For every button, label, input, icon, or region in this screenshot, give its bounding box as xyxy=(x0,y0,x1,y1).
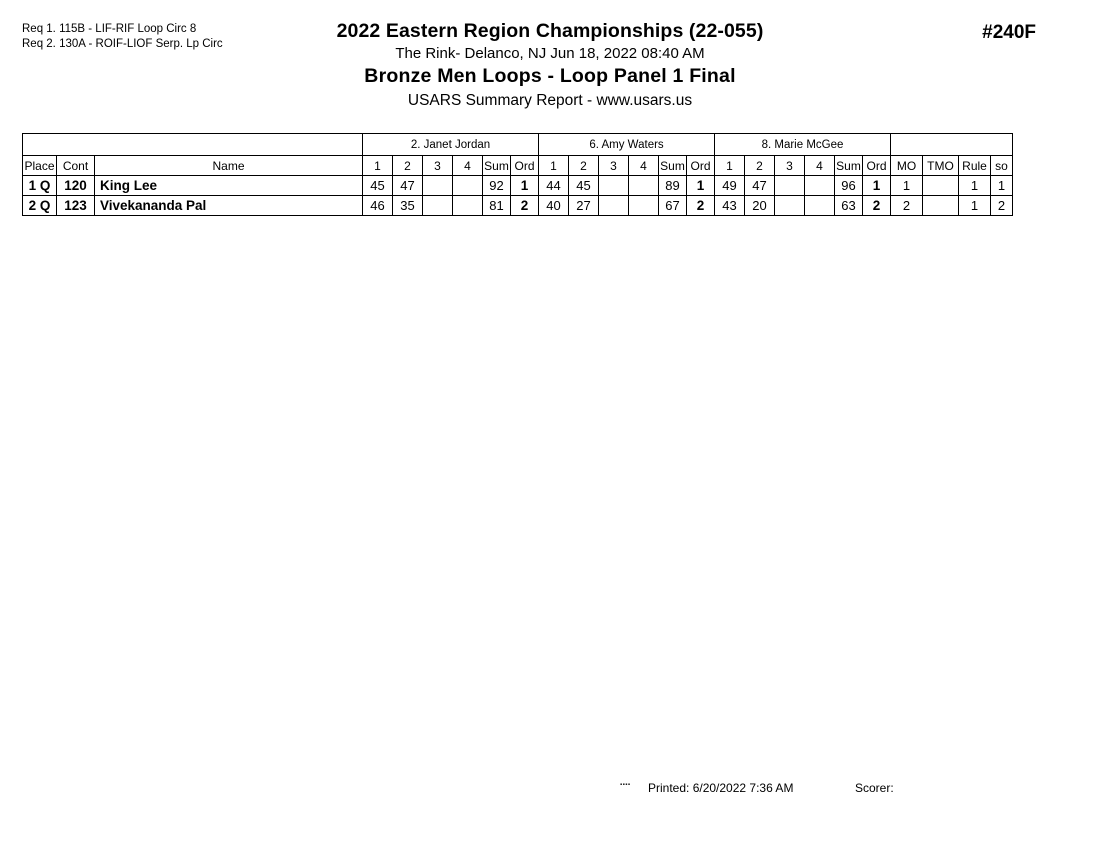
judge-header-row: 2. Janet Jordan 6. Amy Waters 8. Marie M… xyxy=(22,133,1013,156)
results-sheet: 2. Janet Jordan 6. Amy Waters 8. Marie M… xyxy=(22,133,1013,216)
cell-j1-mark-4 xyxy=(452,195,483,216)
cell-rule: 1 xyxy=(958,195,991,216)
col-j1-mark-2: 2 xyxy=(392,155,423,176)
cell-j3-mark-1: 49 xyxy=(714,175,745,196)
col-j1-mark-4: 4 xyxy=(452,155,483,176)
results-table: 2. Janet Jordan 6. Amy Waters 8. Marie M… xyxy=(22,133,1013,216)
col-j3-mark-4: 4 xyxy=(804,155,835,176)
cell-j3-mark-4 xyxy=(804,175,835,196)
judge-panel-3: 8. Marie McGee xyxy=(714,133,891,156)
col-rule: Rule xyxy=(958,155,991,176)
col-tmo: TMO xyxy=(922,155,959,176)
cell-j2-mark-4 xyxy=(628,195,659,216)
column-header-row: Place Cont Name 1 2 3 4 Sum Ord 1 2 3 4 … xyxy=(22,155,1013,176)
col-j2-mark-2: 2 xyxy=(568,155,599,176)
cell-j3-sum: 96 xyxy=(834,175,863,196)
cell-j1-sum: 81 xyxy=(482,195,511,216)
col-j2-mark-1: 1 xyxy=(538,155,569,176)
cell-j2-mark-4 xyxy=(628,175,659,196)
cell-j2-ord: 2 xyxy=(686,195,715,216)
cell-j1-mark-3 xyxy=(422,175,453,196)
cell-j2-mark-1: 44 xyxy=(538,175,569,196)
cell-so: 1 xyxy=(990,175,1013,196)
cell-cont: 123 xyxy=(56,195,95,216)
cell-rule: 1 xyxy=(958,175,991,196)
cell-j3-mark-3 xyxy=(774,195,805,216)
col-j3-ord: Ord xyxy=(862,155,891,176)
col-j3-mark-3: 3 xyxy=(774,155,805,176)
event-title: Bronze Men Loops - Loop Panel 1 Final xyxy=(364,65,736,87)
table-row: 2 Q 123 Vivekananda Pal 46 35 81 2 40 27… xyxy=(22,195,1013,216)
cell-j1-mark-2: 35 xyxy=(392,195,423,216)
cell-j1-mark-2: 47 xyxy=(392,175,423,196)
cell-j1-mark-1: 45 xyxy=(362,175,393,196)
cell-place: 2 Q xyxy=(22,195,57,216)
printed-stamp: Printed: 6/20/2022 7:36 AM xyxy=(648,781,794,795)
col-so: so xyxy=(990,155,1013,176)
cell-name: King Lee xyxy=(94,175,363,196)
cell-j3-mark-3 xyxy=(774,175,805,196)
requirement-line: Req 2. 130A - ROIF-LIOF Serp. Lp Circ xyxy=(22,38,223,50)
col-j1-ord: Ord xyxy=(510,155,539,176)
cell-j2-mark-3 xyxy=(598,175,629,196)
event-number: #240F xyxy=(982,22,1036,43)
col-j2-sum: Sum xyxy=(658,155,687,176)
requirement-line: Req 1. 115B - LIF-RIF Loop Circ 8 xyxy=(22,23,197,35)
cell-j2-mark-2: 45 xyxy=(568,175,599,196)
judge-panel-1: 2. Janet Jordan xyxy=(362,133,539,156)
cell-j1-mark-1: 46 xyxy=(362,195,393,216)
cell-j1-ord: 1 xyxy=(510,175,539,196)
cell-j2-mark-2: 27 xyxy=(568,195,599,216)
cell-name: Vivekananda Pal xyxy=(94,195,363,216)
judge-spacer xyxy=(22,133,363,156)
col-j1-mark-3: 3 xyxy=(422,155,453,176)
competition-title: 2022 Eastern Region Championships (22-05… xyxy=(336,20,764,42)
col-j3-sum: Sum xyxy=(834,155,863,176)
cell-j2-mark-3 xyxy=(598,195,629,216)
cell-j1-mark-3 xyxy=(422,195,453,216)
cell-j3-mark-2: 20 xyxy=(744,195,775,216)
print-mark-icon: ▪▪▪▪ xyxy=(620,782,631,788)
cell-j2-ord: 1 xyxy=(686,175,715,196)
cell-j3-mark-1: 43 xyxy=(714,195,745,216)
scorer-label: Scorer: xyxy=(855,781,894,795)
cell-so: 2 xyxy=(990,195,1013,216)
col-j1-mark-1: 1 xyxy=(362,155,393,176)
cell-j2-mark-1: 40 xyxy=(538,195,569,216)
col-j3-mark-2: 2 xyxy=(744,155,775,176)
col-cont: Cont xyxy=(56,155,95,176)
judge-panel-2: 6. Amy Waters xyxy=(538,133,715,156)
cell-cont: 120 xyxy=(56,175,95,196)
col-j3-mark-1: 1 xyxy=(714,155,745,176)
cell-j1-sum: 92 xyxy=(482,175,511,196)
cell-j1-mark-4 xyxy=(452,175,483,196)
cell-place: 1 Q xyxy=(22,175,57,196)
col-mo: MO xyxy=(890,155,923,176)
cell-j3-sum: 63 xyxy=(834,195,863,216)
report-subtitle: USARS Summary Report - www.usars.us xyxy=(407,92,693,109)
cell-j3-ord: 2 xyxy=(862,195,891,216)
cell-j2-sum: 67 xyxy=(658,195,687,216)
cell-tmo xyxy=(922,175,959,196)
judge-spacer-right xyxy=(890,133,1013,156)
col-j1-sum: Sum xyxy=(482,155,511,176)
cell-mo: 1 xyxy=(890,175,923,196)
cell-j3-mark-4 xyxy=(804,195,835,216)
col-j2-mark-4: 4 xyxy=(628,155,659,176)
cell-j3-ord: 1 xyxy=(862,175,891,196)
col-j2-ord: Ord xyxy=(686,155,715,176)
report-header: 2022 Eastern Region Championships (22-05… xyxy=(0,20,1100,112)
col-j2-mark-3: 3 xyxy=(598,155,629,176)
table-row: 1 Q 120 King Lee 45 47 92 1 44 45 89 1 4… xyxy=(22,175,1013,196)
cell-j3-mark-2: 47 xyxy=(744,175,775,196)
cell-mo: 2 xyxy=(890,195,923,216)
cell-j2-sum: 89 xyxy=(658,175,687,196)
cell-tmo xyxy=(922,195,959,216)
col-place: Place xyxy=(22,155,57,176)
col-name: Name xyxy=(94,155,363,176)
requirements-block: Req 1. 115B - LIF-RIF Loop Circ 8 Req 2.… xyxy=(22,22,223,52)
venue-datetime: The Rink- Delanco, NJ Jun 18, 2022 08:40… xyxy=(395,45,705,62)
cell-j1-ord: 2 xyxy=(510,195,539,216)
